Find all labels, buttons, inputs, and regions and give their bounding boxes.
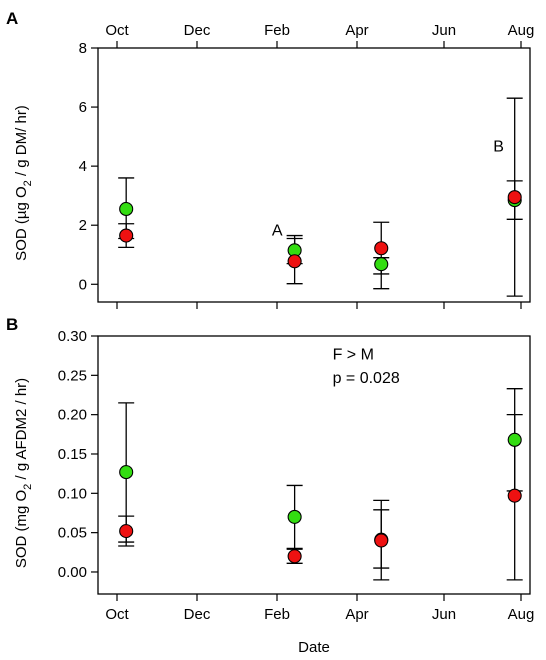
x-tick-label: Aug [508, 606, 535, 623]
annotation: B [493, 138, 504, 155]
panel-letter: B [6, 315, 18, 334]
y-tick-label: 6 [79, 99, 87, 116]
data-point [287, 549, 302, 564]
y-axis-label: SOD (mg O2 / g AFDM2 / hr) [13, 378, 34, 568]
y-tick-label: 0 [79, 276, 87, 293]
x-axis-label: Date [298, 639, 330, 656]
x-tick-label: Apr [345, 606, 368, 623]
x-tick-label-top: Jun [432, 22, 456, 39]
x-tick-label: Feb [264, 606, 290, 623]
y-tick-label: 0.10 [58, 485, 87, 502]
annotation: F > M [333, 347, 374, 364]
x-tick-label-top: Feb [264, 22, 290, 39]
data-point [119, 201, 134, 217]
x-tick-label-top: Dec [184, 22, 211, 39]
x-tick-label: Oct [105, 606, 129, 623]
data-point [119, 228, 134, 243]
data-point [287, 254, 302, 269]
y-tick-label: 2 [79, 217, 87, 234]
panel-a: A 0 2 4 6 8 Oct Dec Feb Apr Jun Aug SOD (µg O2 / g D… [6, 9, 534, 309]
data-point [507, 190, 522, 205]
y-tick-label: 8 [79, 40, 87, 57]
data-point [507, 432, 522, 447]
panel-letter: A [6, 9, 18, 28]
data-point [374, 533, 389, 548]
x-tick-label-top: Aug [508, 22, 535, 39]
x-tick-label: Jun [432, 606, 456, 623]
data-point [507, 488, 522, 503]
y-tick-label: 4 [79, 158, 87, 175]
data-point [287, 509, 302, 524]
y-tick-label: 0.05 [58, 525, 87, 542]
data-point [374, 241, 389, 256]
y-tick-label: 0.25 [58, 367, 87, 384]
data-point [119, 465, 134, 480]
x-tick-label-top: Oct [105, 22, 129, 39]
plot-frame [97, 47, 531, 303]
y-tick-label: 0.15 [58, 446, 87, 463]
y-tick-label: 0.20 [58, 407, 87, 424]
data-point [119, 524, 134, 539]
plot-frame [97, 335, 531, 595]
y-tick-label: 0.00 [58, 564, 87, 581]
panel-b: B 0.00 0.05 0.10 0.15 0.20 0.25 0.30 Oct Dec Feb Ap… [6, 315, 534, 656]
annotation: A [272, 223, 283, 240]
data-point [374, 257, 389, 272]
y-tick-label: 0.30 [58, 328, 87, 345]
annotation: p = 0.028 [333, 370, 400, 387]
x-tick-label-top: Apr [345, 22, 368, 39]
y-axis-label: SOD (µg O2 / g DM/ hr) [13, 105, 34, 261]
x-tick-label: Dec [184, 606, 211, 623]
